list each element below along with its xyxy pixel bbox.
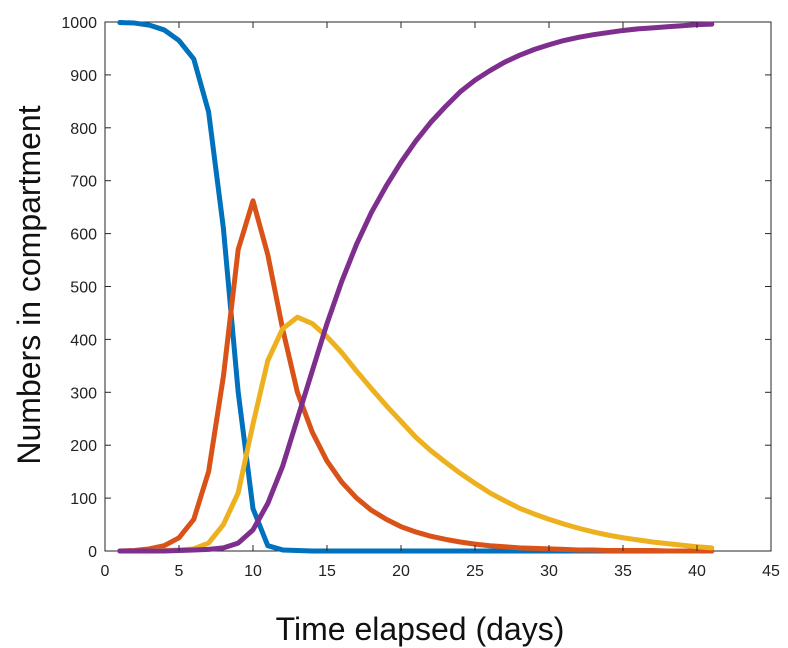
- series-line-3: [117, 314, 715, 554]
- series-line-4: [117, 21, 715, 554]
- y-tick-label: 100: [70, 491, 97, 508]
- x-tick-label: 25: [466, 563, 484, 580]
- y-tick-label: 300: [70, 385, 97, 402]
- y-axis-ticks: 0 100 200 300 400 500 600 700 800 900 1000: [61, 15, 771, 561]
- x-tick-label: 20: [392, 563, 410, 580]
- x-tick-label: 45: [762, 563, 780, 580]
- y-tick-label: 200: [70, 438, 97, 455]
- x-tick-label: 15: [318, 563, 336, 580]
- series-layer: [117, 20, 715, 554]
- x-tick-label: 40: [688, 563, 706, 580]
- y-tick-label: 1000: [61, 15, 97, 32]
- plot-frame: [104, 21, 772, 552]
- x-tick-label: 35: [614, 563, 632, 580]
- y-axis-label: Numbers in compartment: [11, 105, 47, 464]
- x-tick-label: 30: [540, 563, 558, 580]
- y-tick-label: 0: [88, 544, 97, 561]
- series-line-2: [117, 198, 715, 554]
- x-tick-label: 10: [244, 563, 262, 580]
- x-axis-ticks: 0 5 10 15 20 25 30 35 40 45: [101, 22, 780, 580]
- y-tick-label: 800: [70, 121, 97, 138]
- y-tick-label: 500: [70, 280, 97, 297]
- x-axis-label: Time elapsed (days): [276, 611, 565, 647]
- y-tick-label: 700: [70, 174, 97, 191]
- plot-area: [104, 21, 772, 552]
- y-tick-label: 900: [70, 68, 97, 85]
- y-tick-label: 600: [70, 227, 97, 244]
- x-tick-label: 0: [101, 563, 110, 580]
- y-tick-label: 400: [70, 332, 97, 349]
- x-tick-label: 5: [175, 563, 184, 580]
